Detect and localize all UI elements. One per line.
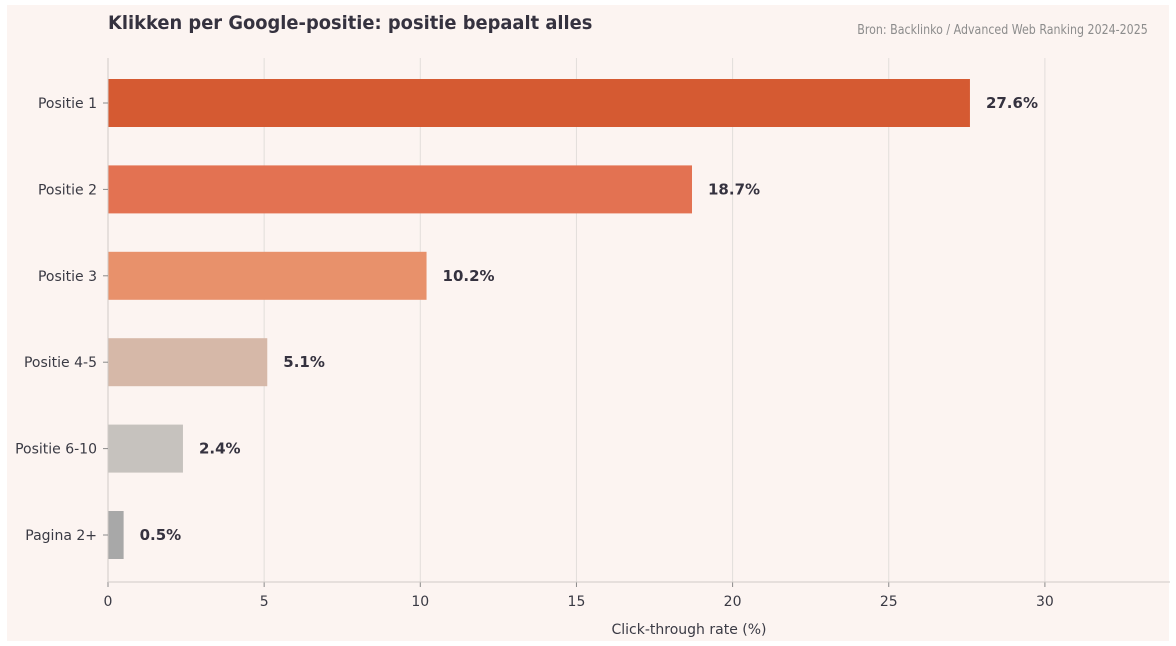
value-labels: 27.6% 18.7% 10.2% 5.1% 2.4% 0.5% <box>140 94 1038 544</box>
category-labels: Positie 1 Positie 2 Positie 3 Positie 4-5 Po… <box>15 96 97 544</box>
category-label: Positie 6-10 <box>15 442 97 458</box>
bar-positie-3 <box>108 251 427 300</box>
value-label: 10.2% <box>443 267 495 285</box>
category-label: Positie 4-5 <box>24 355 97 371</box>
bar-positie-6-10 <box>108 424 183 473</box>
value-label: 27.6% <box>986 94 1038 112</box>
value-label: 5.1% <box>283 353 325 371</box>
x-tick-label-10: 10 <box>411 594 429 610</box>
x-tick-label-20: 20 <box>724 594 742 610</box>
grid-lines <box>263 58 1046 582</box>
value-label: 18.7% <box>708 180 760 198</box>
axes <box>103 58 1170 587</box>
bars <box>108 79 970 559</box>
category-label: Positie 1 <box>38 96 97 112</box>
x-axis-label: Click-through rate (%) <box>612 622 767 638</box>
category-label: Positie 3 <box>38 269 97 285</box>
x-tick-label-25: 25 <box>880 594 898 610</box>
value-label: 0.5% <box>140 526 182 544</box>
category-label: Pagina 2+ <box>25 528 97 544</box>
x-tick-label-30: 30 <box>1036 594 1054 610</box>
chart-title: Klikken per Google-positie: positie bepa… <box>108 12 593 34</box>
x-tick-label-5: 5 <box>260 594 269 610</box>
x-tick-label-15: 15 <box>568 594 586 610</box>
x-tick-label-0: 0 <box>104 594 113 610</box>
bar-positie-2 <box>108 165 693 214</box>
category-label: Positie 2 <box>38 182 97 198</box>
bar-pagina-2- <box>108 511 124 559</box>
bar-positie-1 <box>108 79 970 127</box>
bar-positie-4-5 <box>108 338 268 387</box>
chart-source: Bron: Backlinko / Advanced Web Ranking 2… <box>857 23 1148 38</box>
x-tick-labels: 0 5 10 15 20 25 30 <box>104 594 1054 610</box>
value-label: 2.4% <box>199 440 241 458</box>
